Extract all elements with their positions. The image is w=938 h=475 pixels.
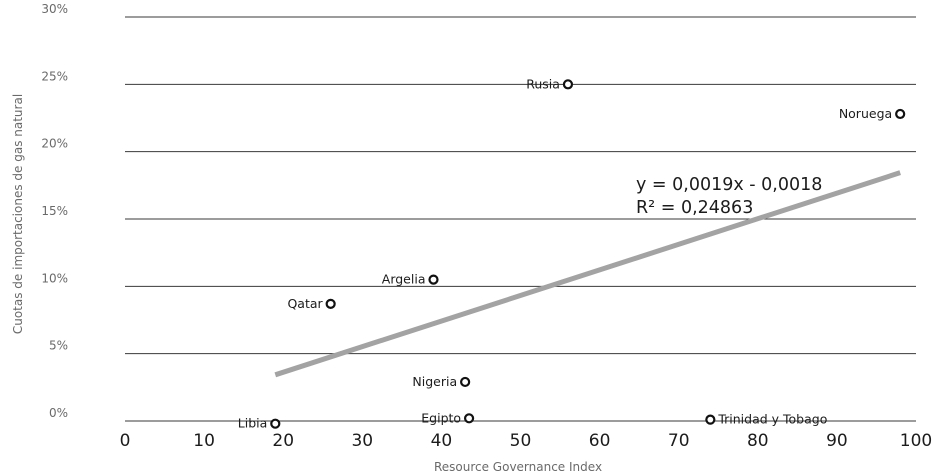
trendline [274, 170, 901, 378]
y-tick-label: 5% [49, 339, 68, 353]
x-tick-label: 50 [510, 431, 532, 451]
point-label: Egipto [421, 410, 461, 425]
x-tick-label: 60 [589, 431, 611, 451]
point-label: Rusia [526, 76, 560, 91]
trendline-line [274, 170, 901, 378]
y-tick-label: 20% [41, 137, 68, 151]
point-label: Libia [238, 416, 268, 431]
x-tick-label: 30 [351, 431, 373, 451]
x-tick-label: 0 [120, 431, 131, 451]
y-axis-label: Cuotas de importaciones de gas natural [11, 94, 25, 334]
x-tick-label: 70 [668, 431, 690, 451]
point-labels: Rusia Noruega Argelia Qatar Nigeria Egipto Tri… [238, 76, 892, 430]
data-point [428, 274, 439, 285]
data-point [460, 376, 471, 388]
x-tick-label: 20 [272, 431, 294, 451]
data-point [270, 418, 281, 429]
x-axis-label: Resource Governance Index [434, 460, 602, 474]
x-tick-label: 90 [826, 431, 848, 451]
data-point [463, 413, 475, 424]
trendline-equation: y = 0,0019x - 0,0018 [636, 175, 822, 195]
point-label: Nigeria [412, 374, 457, 389]
y-tick-label: 30% [41, 2, 68, 16]
point-label: Qatar [287, 296, 323, 311]
data-point [562, 79, 574, 90]
y-tick-label: 0% [49, 406, 68, 420]
x-axis-ticks: 0 10 20 30 40 50 60 70 80 90 100 [120, 431, 933, 451]
x-tick-label: 10 [193, 431, 215, 451]
y-tick-label: 10% [41, 271, 68, 285]
data-point [325, 298, 336, 309]
y-axis-ticks: 0% 5% 10% 15% 20% 25% 30% [41, 2, 68, 420]
point-label: Trinidad y Tobago [717, 412, 827, 427]
x-tick-label: 40 [431, 431, 453, 451]
trendline-r-squared: R² = 0,24863 [636, 198, 753, 218]
point-label: Argelia [382, 272, 426, 287]
data-point [895, 108, 906, 120]
gridlines [125, 16, 916, 422]
point-label: Noruega [839, 106, 892, 121]
y-tick-label: 25% [41, 69, 68, 83]
x-tick-label: 100 [900, 431, 932, 451]
data-point [705, 414, 716, 425]
y-tick-label: 15% [41, 204, 68, 218]
x-tick-label: 80 [747, 431, 769, 451]
data-points [270, 79, 906, 429]
